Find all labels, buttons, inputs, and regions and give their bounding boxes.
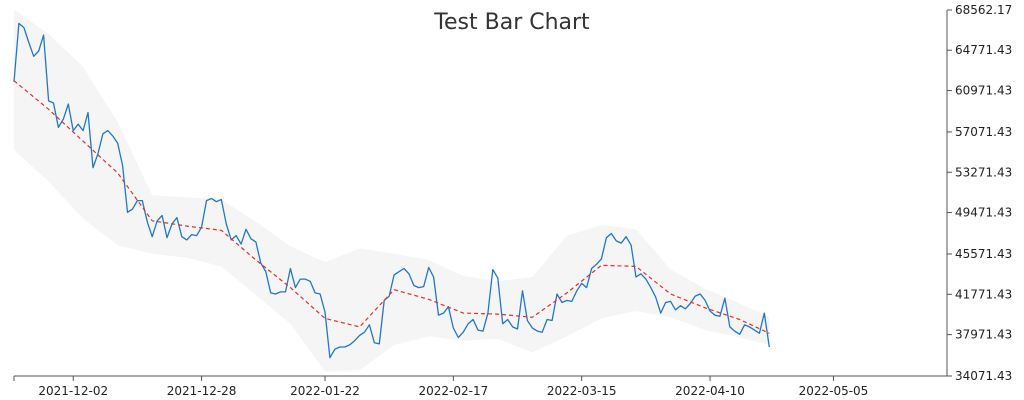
confidence-band-layer [14,9,770,372]
y-axis-ticks: 68562.17 64771.43 60971.43 57071.43 53271.43… [947,3,1012,383]
x-tick-label: 2021-12-02 [38,384,108,398]
y-tick-label: 49471.43 [955,206,1012,220]
y-tick-label: 68562.17 [955,3,1012,17]
y-tick-label: 34071.43 [955,369,1012,383]
chart-title: Test Bar Chart [433,10,590,35]
y-tick-label: 37971.43 [955,328,1012,342]
x-tick-label: 2021-12-28 [167,384,237,398]
x-tick-label: 2022-05-05 [799,384,869,398]
x-tick-label: 2022-03-15 [547,384,617,398]
y-tick-label: 45571.43 [955,247,1012,261]
moving-average-line [13,80,770,334]
y-tick-label: 41771.43 [955,287,1012,301]
confidence-band [14,9,770,372]
x-tick-label: 2022-01-22 [290,384,360,398]
y-tick-label: 64771.43 [955,43,1012,57]
y-tick-label: 57071.43 [955,125,1012,139]
price-line [13,22,770,359]
y-tick-label: 60971.43 [955,84,1012,98]
series-layer [13,22,770,359]
x-tick-label: 2022-02-17 [418,384,488,398]
axes-layer [14,10,948,377]
x-tick-label: 2022-04-10 [675,384,745,398]
y-tick-label: 53271.43 [955,165,1012,179]
x-axis-ticks: 2021-12-02 2021-12-28 2022-01-22 2022-02-17… [13,376,869,398]
